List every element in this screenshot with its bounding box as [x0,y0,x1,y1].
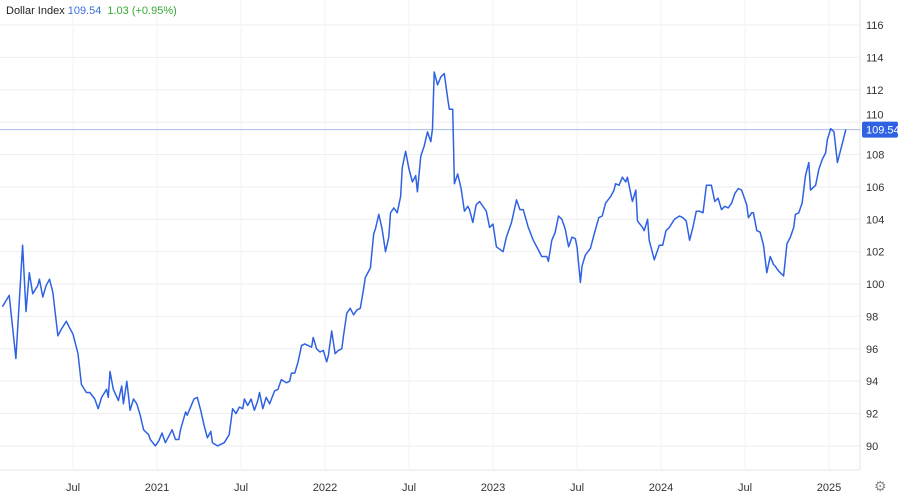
y-tick-label: 110 [866,110,884,122]
y-tick-label: 112 [866,85,884,97]
x-tick-label: 2024 [649,482,673,494]
y-axis: 90 92 94 96 98 100 102 104 106 108 110 112 114 116 [866,20,884,453]
instrument-name: Dollar Index [6,5,65,17]
data-points [2,71,846,447]
y-tick-label: 100 [866,279,884,291]
y-tick-label: 98 [866,311,878,323]
chart-header: Dollar Index 109.54 1.03 (+0.95%) [6,5,177,17]
last-price-tag-label: 109.54 [866,125,900,137]
x-tick-label: Jul [66,482,80,494]
x-tick-label: 2022 [313,482,337,494]
series-line [1,71,847,447]
y-tick-label: 104 [866,214,884,226]
gear-icon[interactable]: ⚙ [874,478,887,494]
y-tick-label: 90 [866,441,878,453]
last-price: 109.54 [67,5,102,17]
x-tick-label: 2021 [145,482,169,494]
y-tick-label: 102 [866,247,884,259]
x-tick-label: 2023 [481,482,505,494]
y-tick-label: 114 [866,52,884,64]
y-tick-label: 94 [866,376,878,388]
y-tick-label: 108 [866,150,884,162]
x-tick-label: 2025 [817,482,841,494]
y-tick-label: 116 [866,20,884,32]
x-tick-label: Jul [738,482,752,494]
last-price-tag [862,121,898,138]
price-change: 1.03 (+0.95%) [107,5,177,17]
y-tick-label: 92 [866,409,878,421]
x-tick-label: Jul [234,482,248,494]
x-axis: Jul 2021 Jul 2022 Jul 2023 Jul 2024 Jul 2025 [66,482,841,494]
x-tick-label: Jul [402,482,416,494]
grid [0,0,861,471]
x-tick-label: Jul [570,482,584,494]
y-tick-label: 96 [866,344,878,356]
y-tick-label: 106 [866,182,884,194]
